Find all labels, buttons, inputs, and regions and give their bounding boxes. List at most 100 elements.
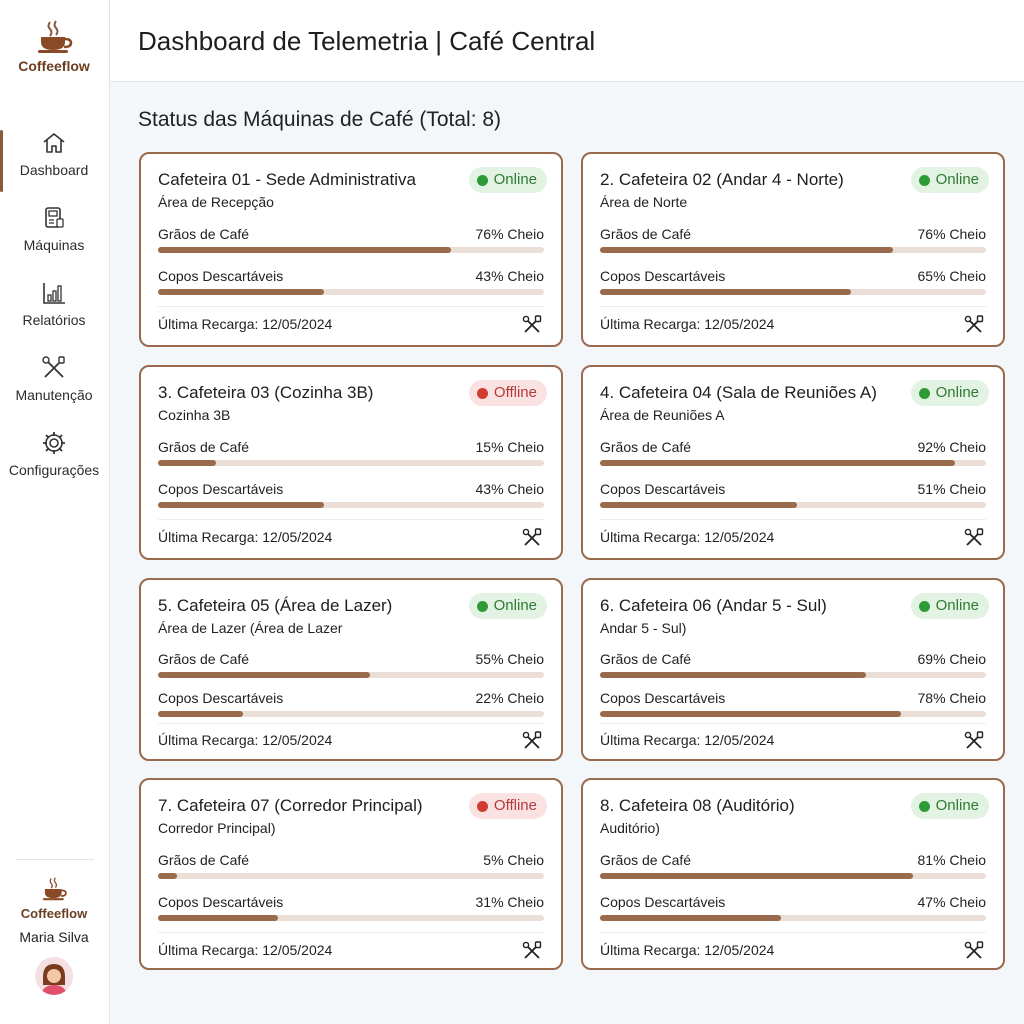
status-label: Online [493,171,537,188]
sidebar-footer: Coffeeflow Maria Silva [0,876,108,995]
beans-progress-bar [158,460,544,466]
cups-label: Copos Descartáveis [600,894,726,910]
cups-progress-fill [600,289,851,295]
status-label: Offline [493,797,537,814]
cups-metric: Copos Descartáveis 43% Cheio [158,481,544,511]
status-badge: Online [468,593,547,619]
beans-progress-bar [600,247,986,253]
beans-value: 92% Cheio [917,439,987,455]
status-badge: Online [910,593,989,619]
cups-progress-fill [600,711,902,717]
card-divider [600,519,986,520]
maintenance-tools-icon[interactable] [521,940,543,962]
card-divider [158,519,544,520]
beans-progress-fill [600,247,894,253]
cups-value: 51% Cheio [917,481,987,497]
cups-value: 22% Cheio [475,690,545,706]
beans-progress-fill [600,873,913,879]
cups-metric: Copos Descartáveis 47% Cheio [600,894,986,924]
maintenance-tools-icon[interactable] [963,314,985,336]
cups-label: Copos Descartáveis [158,690,284,706]
cups-progress-bar [158,289,544,295]
status-badge: Online [910,793,989,819]
maintenance-tools-icon[interactable] [521,527,543,549]
cups-progress-fill [158,289,324,295]
cups-progress-bar [600,289,986,295]
machine-card[interactable]: 8. Cafeteira 08 (Auditório) Auditório) Onl… [581,778,1005,970]
top-bar: Dashboard de Telemetria | Café Central [110,0,1024,82]
last-refill: Última Recarga: 12/05/2024 [158,316,333,332]
status-label: Online [935,171,979,188]
cups-progress-fill [158,915,278,921]
status-dot-icon [918,800,930,812]
cups-value: 78% Cheio [917,690,987,706]
sidebar-item-maquinas[interactable]: Máquinas [0,205,108,269]
beans-value: 76% Cheio [475,226,545,242]
cups-value: 43% Cheio [475,481,545,497]
beans-label: Grãos de Café [600,226,692,242]
beans-progress-bar [158,873,544,879]
status-label: Online [493,597,537,614]
sidebar-item-relatorios[interactable]: Relatórios [0,280,108,344]
machine-card[interactable]: 2. Cafeteira 02 (Andar 4 - Norte) Área de… [581,152,1005,347]
cups-metric: Copos Descartáveis 31% Cheio [158,894,544,924]
status-label: Online [935,597,979,614]
cups-progress-bar [158,502,544,508]
card-divider [600,306,986,307]
status-label: Online [935,384,979,401]
maintenance-tools-icon[interactable] [963,527,985,549]
sidebar-item-configuracoes[interactable]: Configurações [0,430,108,494]
sidebar-divider [16,859,94,860]
user-avatar-icon [35,957,73,995]
machine-location: Cozinha 3B [158,407,231,423]
beans-value: 69% Cheio [917,651,987,667]
beans-metric: Grãos de Café 55% Cheio [158,651,544,681]
sidebar-item-label: Dashboard [19,162,89,178]
last-refill: Última Recarga: 12/05/2024 [600,732,775,748]
machine-card[interactable]: 4. Cafeteira 04 (Sala de Reuniões A) Área… [581,365,1005,560]
sidebar-item-dashboard[interactable]: Dashboard [0,130,108,194]
coffee-cup-icon [38,20,73,53]
beans-label: Grãos de Café [158,226,250,242]
beans-progress-fill [600,460,956,466]
cups-label: Copos Descartáveis [600,690,726,706]
cups-value: 65% Cheio [917,268,987,284]
cups-label: Copos Descartáveis [600,481,726,497]
machine-location: Área de Reuniões A [600,407,725,423]
machine-card[interactable]: 3. Cafeteira 03 (Cozinha 3B) Cozinha 3B Of… [139,365,563,560]
machine-location: Área de Norte [600,194,688,210]
sidebar-item-manutencao[interactable]: Manutenção [0,355,108,419]
machine-location: Corredor Principal) [158,820,276,836]
cups-label: Copos Descartáveis [158,268,284,284]
brand-logo[interactable]: Coffeeflow [0,20,108,74]
beans-value: 55% Cheio [475,651,545,667]
maintenance-tools-icon[interactable] [521,314,543,336]
sidebar-item-label: Relatórios [22,312,86,328]
cups-metric: Copos Descartáveis 65% Cheio [600,268,986,298]
last-refill: Última Recarga: 12/05/2024 [158,732,333,748]
user-name: Maria Silva [19,929,89,945]
tools-icon [42,356,65,378]
maintenance-tools-icon[interactable] [963,940,985,962]
cups-label: Copos Descartáveis [600,268,726,284]
maintenance-tools-icon[interactable] [963,730,985,752]
card-divider [600,723,986,724]
cups-metric: Copos Descartáveis 22% Cheio [158,690,544,720]
maintenance-tools-icon[interactable] [521,730,543,752]
beans-label: Grãos de Café [600,439,692,455]
machine-card[interactable]: 7. Cafeteira 07 (Corredor Principal) Corr… [139,778,563,970]
beans-label: Grãos de Café [158,439,250,455]
sidebar-item-label: Manutenção [15,387,93,403]
beans-label: Grãos de Café [600,651,692,667]
machine-card[interactable]: 6. Cafeteira 06 (Andar 5 - Sul) Andar 5 -… [581,578,1005,761]
machine-card[interactable]: Cafeteira 01 - Sede Administrativa Área d… [139,152,563,347]
status-badge: Offline [468,380,547,406]
machine-name: 3. Cafeteira 03 (Cozinha 3B) [158,383,374,402]
cups-metric: Copos Descartáveis 78% Cheio [600,690,986,720]
last-refill: Última Recarga: 12/05/2024 [600,529,775,545]
machine-card[interactable]: 5. Cafeteira 05 (Área de Lazer) Área de L… [139,578,563,761]
cups-metric: Copos Descartáveis 43% Cheio [158,268,544,298]
avatar[interactable] [35,957,73,995]
cups-progress-bar [600,502,986,508]
status-label: Online [935,797,979,814]
